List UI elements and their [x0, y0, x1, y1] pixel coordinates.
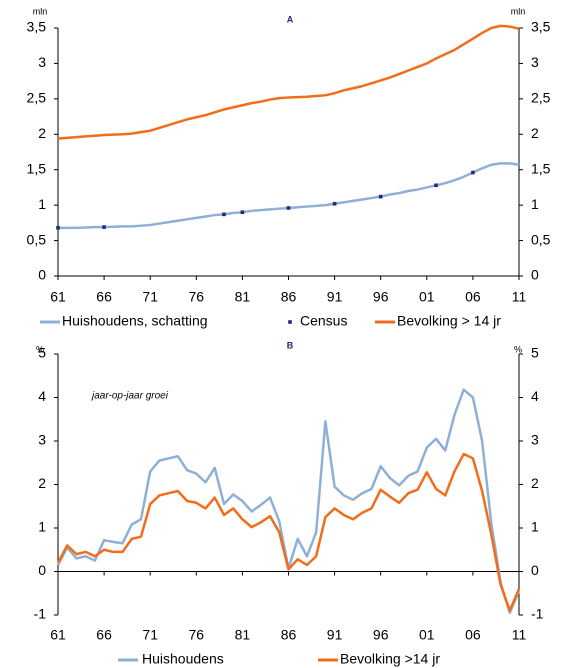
y-tick-label-right: 2,5: [531, 90, 551, 106]
x-tick-label: 91: [327, 627, 343, 643]
y-tick-label-right: 2: [531, 475, 539, 491]
y-tick-label-right: 0: [531, 562, 539, 578]
y-tick-label: 3: [38, 54, 46, 70]
y-tick-label-right: 3: [531, 432, 539, 448]
legend-label: Bevolking > 14 jr: [397, 313, 501, 329]
panel-title: A: [287, 14, 294, 24]
x-tick-label: 96: [373, 627, 389, 643]
y-tick-label: 3,5: [27, 19, 47, 35]
y-tick-label: 5: [38, 345, 46, 361]
x-tick-label: 01: [419, 627, 435, 643]
census-point: [240, 210, 245, 215]
x-tick-label: 61: [50, 289, 66, 305]
y-tick-label-right: 4: [531, 388, 539, 404]
y-tick-label: 2: [38, 475, 46, 491]
y-tick-label: 2: [38, 125, 46, 141]
y-tick-label: -1: [34, 606, 47, 622]
y-tick-label-right: 3: [531, 54, 539, 70]
x-tick-label: 06: [465, 289, 481, 305]
legend-label: Census: [300, 313, 347, 329]
census-point: [378, 194, 383, 199]
x-tick-label: 96: [373, 289, 389, 305]
x-tick-label: 86: [281, 627, 297, 643]
y-tick-label: 0: [38, 267, 46, 283]
x-tick-label: 76: [189, 627, 205, 643]
x-tick-label: 66: [96, 289, 112, 305]
census-point: [332, 201, 337, 206]
legend-label: Huishoudens, schatting: [62, 313, 208, 329]
x-tick-label: 81: [235, 627, 251, 643]
y-tick-label-right: 5: [531, 345, 539, 361]
census-point: [56, 226, 60, 230]
census-point: [102, 225, 106, 229]
x-tick-label: 81: [235, 289, 251, 305]
y-unit: mln: [33, 6, 48, 16]
x-tick-label: 91: [327, 289, 343, 305]
census-point: [471, 170, 475, 175]
y-tick-label: 0: [38, 562, 46, 578]
census-point: [222, 212, 226, 217]
x-tick-label: 11: [512, 627, 527, 643]
x-tick-label: 06: [465, 627, 481, 643]
annotation: jaar-op-jaar groei: [90, 391, 169, 402]
x-tick-label: 71: [142, 289, 158, 305]
y-tick-label: 2,5: [27, 90, 47, 106]
legend-symbol: [288, 320, 292, 324]
x-tick-label: 11: [512, 289, 527, 305]
y-tick-label: 4: [38, 388, 46, 404]
x-tick-label: 01: [419, 289, 435, 305]
y-tick-label: 1: [38, 519, 46, 535]
series-line: [56, 452, 521, 612]
x-tick-label: 61: [50, 627, 66, 643]
panel-title: B: [287, 340, 294, 350]
y-tick-label-right: 0: [531, 267, 539, 283]
y-tick-label: 0,5: [27, 231, 47, 247]
y-unit: %: [36, 344, 44, 354]
y-tick-label-right: 0,5: [531, 231, 551, 247]
x-tick-label: 71: [142, 627, 158, 643]
y-unit: mln: [511, 6, 526, 16]
series-line: [58, 162, 520, 230]
y-unit: %: [514, 344, 522, 354]
series-line: [56, 388, 521, 615]
y-tick-label-right: 1: [531, 519, 539, 535]
y-tick-label-right: 1: [531, 196, 539, 212]
series-line: [57, 24, 520, 140]
y-tick-label-right: 3,5: [531, 19, 551, 35]
legend-label: Bevolking >14 jr: [340, 651, 440, 667]
y-tick-label-right: 2: [531, 125, 539, 141]
legend-label: Huishoudens: [142, 651, 224, 667]
x-tick-label: 76: [189, 289, 205, 305]
y-tick-label-right: -1: [531, 606, 544, 622]
x-tick-label: 86: [281, 289, 297, 305]
census-point: [286, 206, 291, 210]
y-tick-label: 1: [38, 196, 46, 212]
y-tick-label: 1,5: [27, 160, 47, 176]
y-tick-label-right: 1,5: [531, 160, 551, 176]
y-tick-label: 3: [38, 432, 46, 448]
census-point: [434, 183, 438, 188]
x-tick-label: 66: [96, 627, 112, 643]
